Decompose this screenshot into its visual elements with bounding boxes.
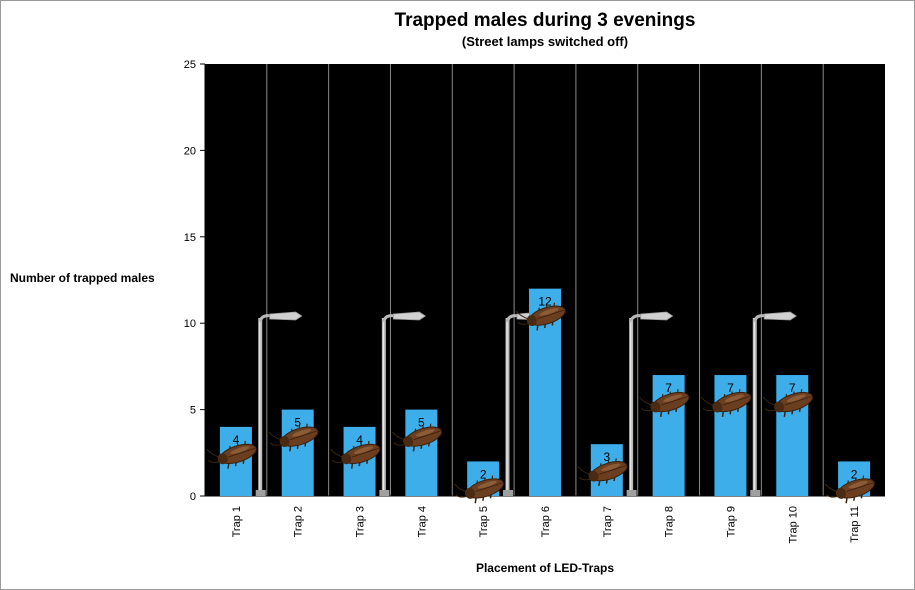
y-tick-label: 10 [184, 318, 196, 330]
beetle-icon [206, 440, 257, 469]
chart-title: Trapped males during 3 evenings [394, 10, 696, 31]
data-label: 4 [233, 433, 240, 447]
beetle-icon [762, 389, 814, 417]
y-tick-label: 15 [184, 232, 196, 244]
y-axis-label: Number of trapped males [10, 271, 155, 285]
x-tick-label: Trap 7 [602, 506, 614, 537]
data-label: 5 [294, 416, 301, 430]
x-tick-label: Trap 4 [416, 506, 428, 537]
y-tick-label: 25 [184, 59, 196, 71]
chart-subtitle: (Street lamps switched off) [461, 34, 629, 49]
data-label: 3 [603, 450, 610, 464]
x-tick-label: Trap 11 [849, 506, 861, 543]
x-tick-label: Trap 9 [725, 506, 737, 537]
x-axis-label: Placement of LED-Traps [475, 561, 615, 575]
beetle-icon [330, 440, 381, 469]
data-label: 2 [851, 467, 858, 481]
street-lamp-icon [750, 311, 797, 496]
beetle-icon [392, 423, 443, 452]
data-label: 2 [480, 467, 487, 481]
y-tick-label: 5 [190, 405, 196, 417]
beetle-icon [824, 475, 875, 504]
data-label: 7 [665, 381, 672, 395]
x-tick-label: Trap 2 [293, 506, 305, 537]
x-tick-label: Trap 10 [787, 506, 799, 544]
bar [405, 409, 438, 496]
street-lamp-icon [379, 311, 427, 496]
bar [281, 409, 314, 496]
y-tick-label: 20 [184, 145, 196, 157]
x-tick-label: Trap 8 [664, 506, 676, 537]
beetle-icon [701, 389, 752, 417]
beetle-icon [515, 302, 566, 331]
beetle-icon [453, 475, 504, 504]
beetle-icon [268, 423, 319, 452]
x-tick-label: Trap 6 [540, 506, 552, 537]
x-tick-label: Trap 1 [231, 506, 243, 537]
beetle-icon [639, 389, 690, 417]
beetle-icon [577, 458, 628, 487]
y-tick-label: 0 [190, 491, 196, 503]
data-label: 12 [538, 295, 552, 309]
x-tick-label: Trap 5 [478, 506, 490, 537]
data-label: 7 [727, 381, 734, 395]
data-label: 4 [356, 433, 363, 447]
x-tick-label: Trap 3 [355, 506, 367, 537]
data-label: 5 [418, 416, 425, 430]
data-label: 7 [789, 381, 796, 395]
street-lamp-icon [626, 311, 674, 496]
street-lamp-icon [255, 311, 303, 496]
